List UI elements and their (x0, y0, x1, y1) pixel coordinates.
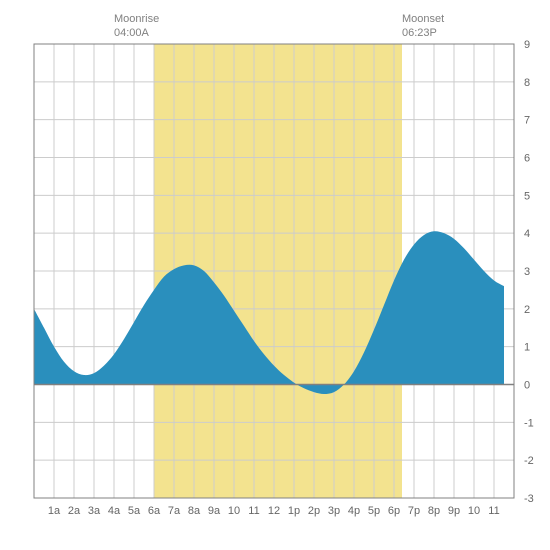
x-tick-label: 5p (368, 505, 380, 517)
x-tick-label: 6a (148, 505, 161, 517)
y-tick-label: 4 (524, 228, 530, 240)
moonrise-title: Moonrise (114, 12, 159, 26)
tide-chart: Moonrise 04:00A Moonset 06:23P 1a2a3a4a5… (10, 10, 540, 540)
moonset-annotation: Moonset 06:23P (402, 12, 444, 41)
x-tick-label: 10 (228, 505, 240, 517)
x-tick-label: 8p (428, 505, 440, 517)
moonset-title: Moonset (402, 12, 444, 26)
x-tick-label: 2p (308, 505, 320, 517)
x-tick-label: 9p (448, 505, 460, 517)
x-tick-label: 3a (88, 505, 101, 517)
x-tick-label: 6p (388, 505, 400, 517)
y-tick-label: 5 (524, 190, 530, 202)
x-tick-label: 8a (188, 505, 201, 517)
y-tick-label: 2 (524, 304, 530, 316)
x-tick-label: 2a (68, 505, 81, 517)
x-tick-label: 10 (468, 505, 480, 517)
y-tick-label: 6 (524, 153, 530, 165)
x-tick-label: 7p (408, 505, 420, 517)
y-tick-label: -3 (524, 493, 534, 505)
y-tick-label: 9 (524, 39, 530, 51)
y-tick-label: -1 (524, 417, 534, 429)
x-tick-label: 4a (108, 505, 121, 517)
x-tick-label: 12 (268, 505, 280, 517)
moonset-time: 06:23P (402, 26, 444, 40)
moonrise-annotation: Moonrise 04:00A (114, 12, 159, 41)
y-tick-label: 3 (524, 266, 530, 278)
x-tick-label: 9a (208, 505, 221, 517)
x-tick-label: 11 (248, 505, 259, 517)
x-tick-label: 3p (328, 505, 340, 517)
y-tick-label: 8 (524, 77, 530, 89)
chart-svg: 1a2a3a4a5a6a7a8a9a1011121p2p3p4p5p6p7p8p… (10, 10, 540, 540)
x-tick-label: 5a (128, 505, 141, 517)
y-tick-label: 7 (524, 115, 530, 127)
x-tick-label: 11 (488, 505, 499, 517)
y-tick-label: 1 (524, 342, 530, 354)
y-tick-label: 0 (524, 380, 530, 392)
x-tick-label: 4p (348, 505, 360, 517)
x-tick-label: 1p (288, 505, 300, 517)
y-tick-label: -2 (524, 455, 534, 467)
moonrise-time: 04:00A (114, 26, 159, 40)
x-tick-label: 1a (48, 505, 61, 517)
x-tick-label: 7a (168, 505, 181, 517)
